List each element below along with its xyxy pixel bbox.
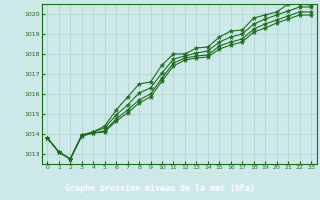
Text: Graphe pression niveau de la mer (hPa): Graphe pression niveau de la mer (hPa) [65,184,255,193]
